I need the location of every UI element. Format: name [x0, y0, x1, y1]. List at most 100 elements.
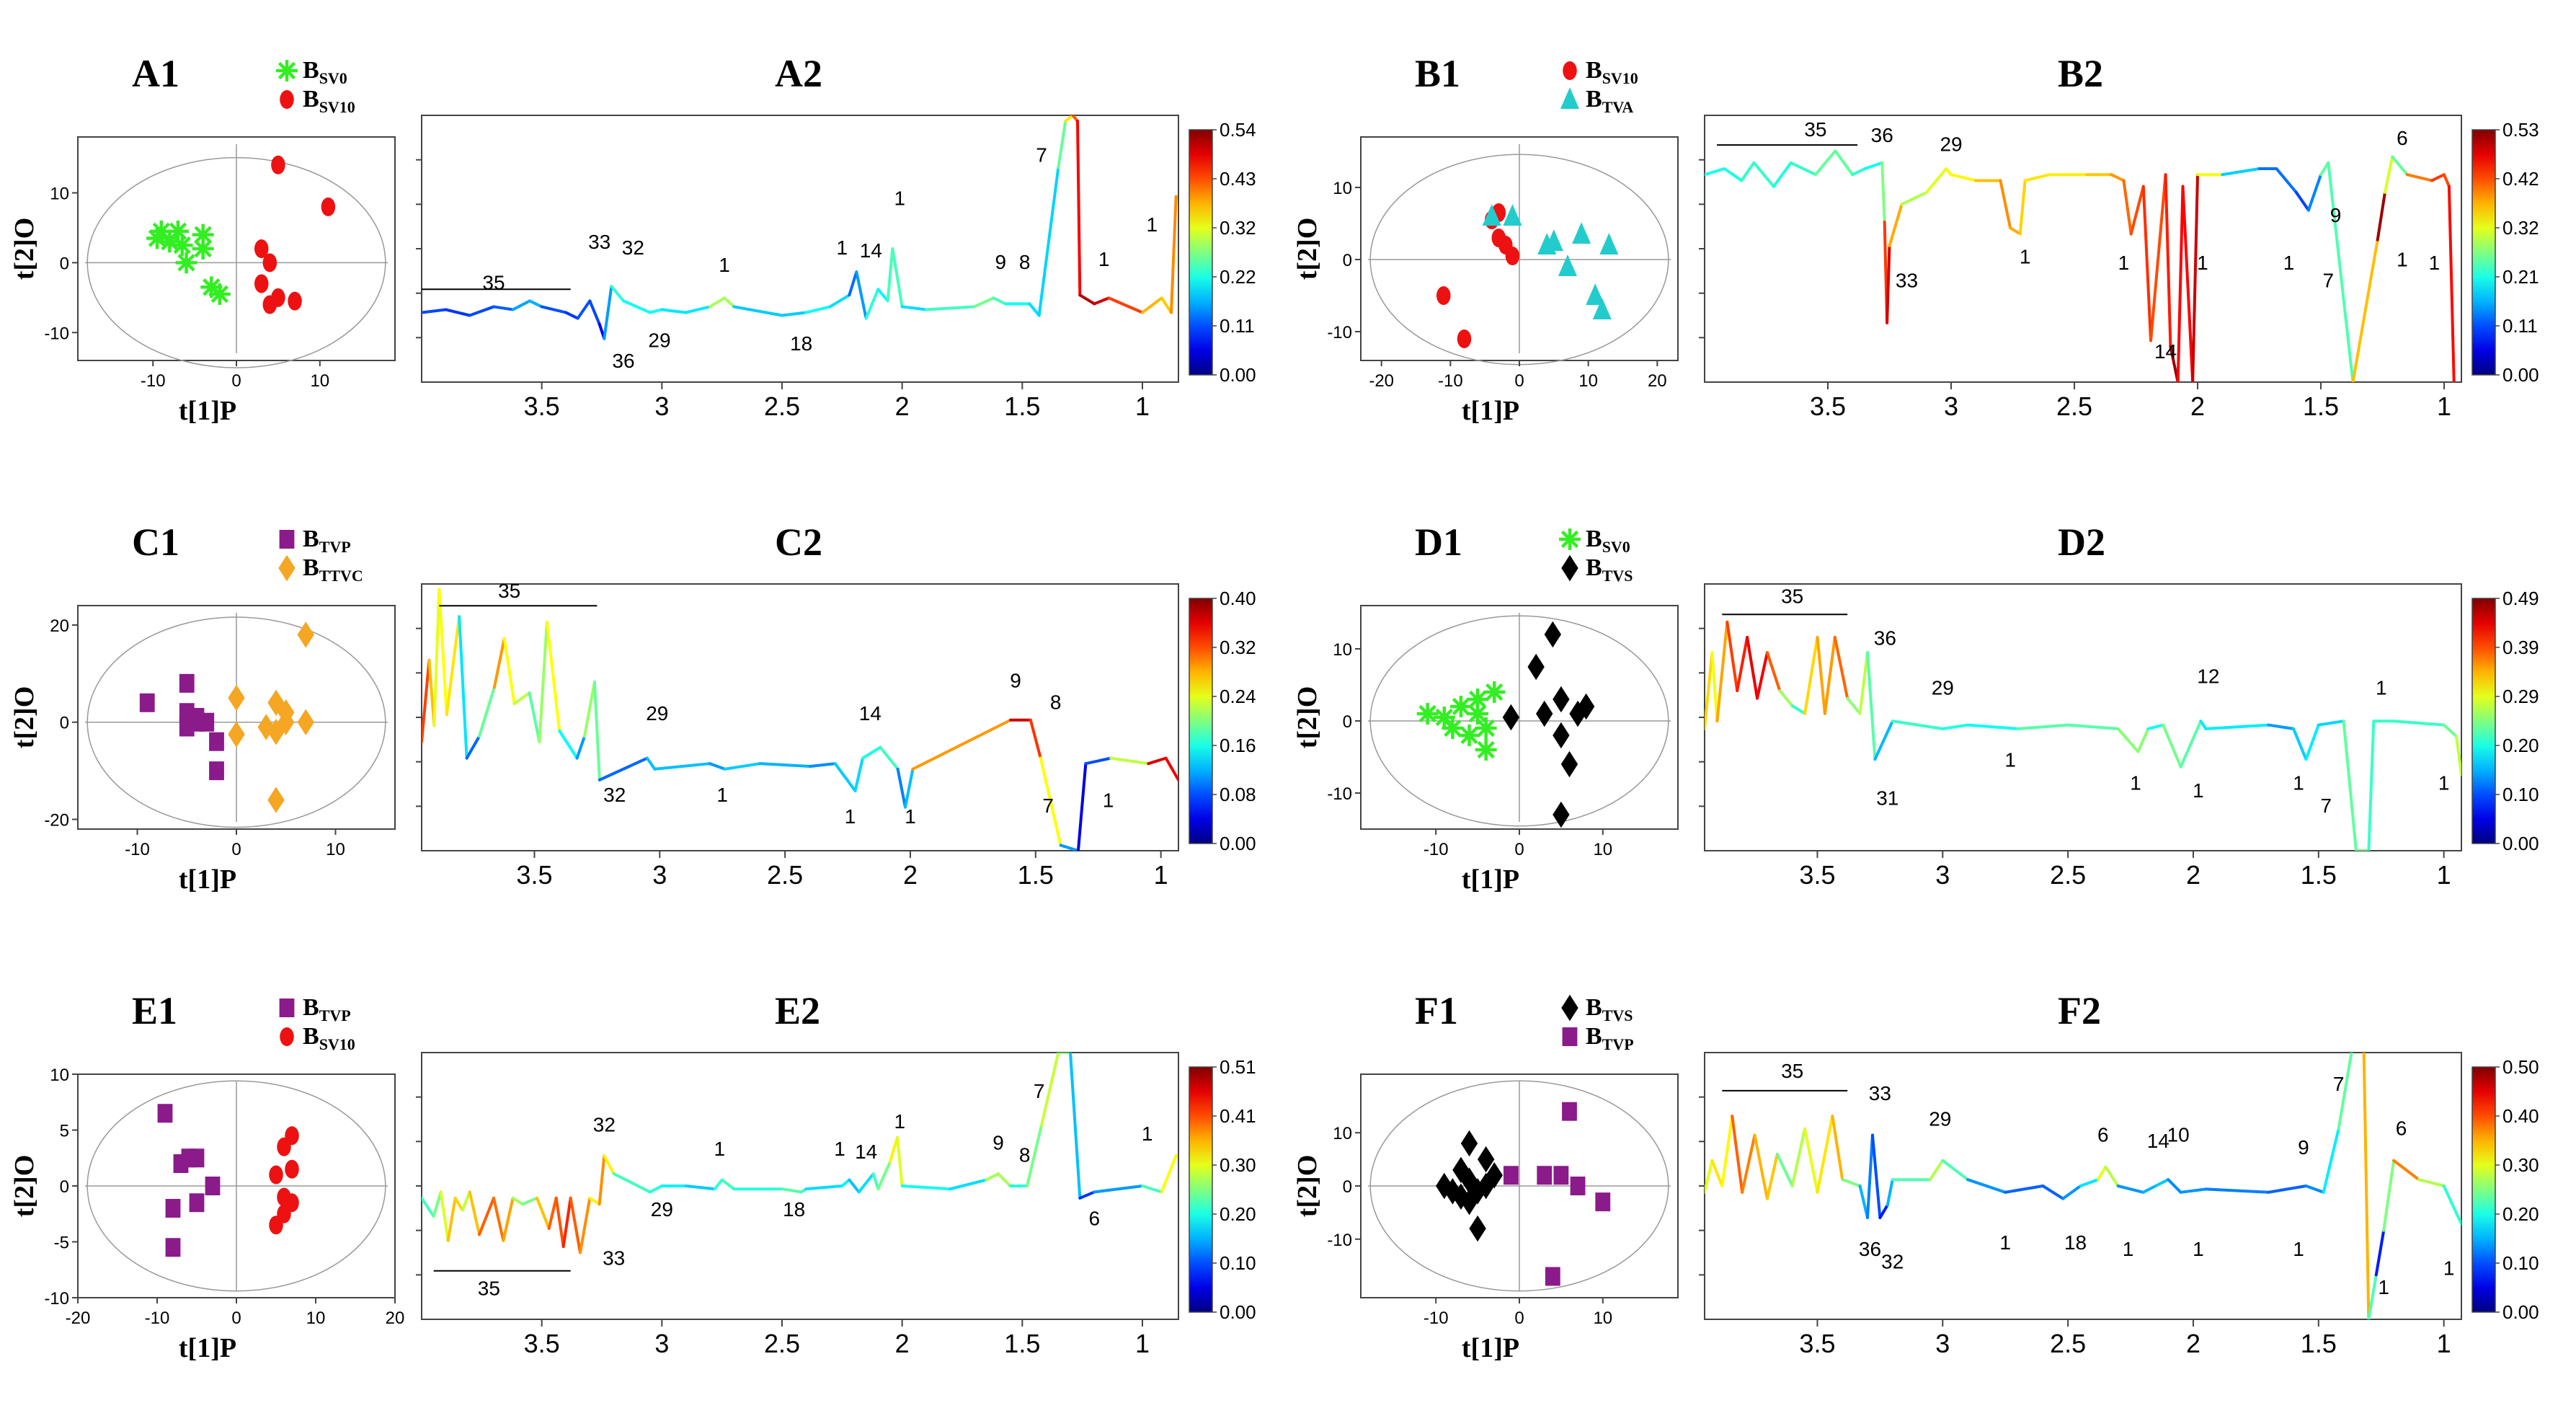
- data-point-sv10: [262, 295, 277, 314]
- spectrum-segment: [896, 767, 907, 809]
- y-axis-label: t[2]O: [1292, 1155, 1323, 1218]
- spectrum-segment: [1078, 293, 1096, 306]
- data-point-tvs: [1553, 686, 1570, 713]
- colorbar-tick-label: 0.00: [1220, 833, 1256, 854]
- spectrum-segment: [1851, 167, 1867, 177]
- peak-annotation: 1: [834, 1138, 845, 1160]
- spectrum-segment: [1846, 696, 1862, 715]
- spectrum-segment: [997, 1172, 1012, 1187]
- spectrum-segment: [1160, 1154, 1178, 1194]
- x-tick-label: 1: [1135, 1329, 1150, 1358]
- y-tick-label: 0: [1343, 1177, 1352, 1197]
- panel-title: F2: [2058, 989, 2101, 1032]
- spectrum-segment: [2167, 1178, 2182, 1194]
- legend-label: BSV10: [1586, 57, 1638, 87]
- legend-marker: [278, 554, 296, 582]
- data-point-tvs: [1444, 1178, 1462, 1205]
- spectrum-segment: [911, 718, 1013, 771]
- spectrum-segment: [622, 299, 652, 314]
- colorbar-tick-label: 0.50: [2502, 1056, 2539, 1078]
- spectrum-segment: [579, 1196, 592, 1254]
- spectrum-segment: [582, 680, 596, 738]
- spectrum-segment: [1878, 1203, 1889, 1220]
- spectrum-segment: [653, 762, 711, 771]
- spectrum-segment: [2176, 185, 2185, 382]
- spectrum-segment: [2442, 723, 2459, 738]
- data-point-sv0: [1433, 707, 1455, 728]
- spectrum-segment: [645, 756, 657, 771]
- spectrum-segment: [468, 305, 495, 317]
- spectrum-segment: [2392, 1159, 2420, 1182]
- data-point-sv10: [254, 274, 269, 293]
- peak-annotation: 1: [1142, 1123, 1153, 1145]
- spectrum-segment: [1141, 296, 1163, 314]
- data-point-sv10: [262, 253, 277, 273]
- spectrum-segment: [547, 1196, 558, 1230]
- colorbar-tick-label: 0.00: [1220, 364, 1256, 386]
- spectrum-segment: [1880, 161, 1886, 223]
- spectrum-segment: [708, 762, 727, 771]
- peak-annotation: 14: [2154, 340, 2177, 363]
- y-tick-label: 0: [1343, 712, 1352, 732]
- spectrum-line: [422, 588, 1178, 851]
- data-point-sv0: [1483, 681, 1506, 703]
- spectrum-line: [422, 1053, 1178, 1254]
- panel-title: A2: [775, 52, 822, 95]
- peak-annotation: 9: [1010, 669, 1021, 691]
- spectrum-segment: [2442, 1185, 2461, 1226]
- spectrum-segment: [1999, 179, 2012, 230]
- peak-annotation: 9: [992, 1132, 1004, 1154]
- colorbar-tick-label: 0.30: [2502, 1154, 2539, 1176]
- peak-annotation: 6: [2097, 1123, 2109, 1146]
- x-tick-label: 2.5: [764, 391, 800, 421]
- spectrum-segment: [876, 1160, 892, 1191]
- peak-annotation: 1: [2197, 252, 2208, 274]
- peak-annotation: 35: [498, 580, 520, 602]
- loading-plot-A2: 35 33 32 36 29 1 18 1 14 1 9 8 7 1 1 3.5 3 2.5 2 1.5 1 0.54 0.…: [416, 115, 1256, 421]
- data-point-sv10: [254, 239, 269, 258]
- spectrum-segment: [2023, 173, 2051, 182]
- data-point-ttvc: [228, 721, 245, 748]
- spectrum-segment: [1037, 166, 1060, 317]
- data-point-tvp: [139, 693, 155, 712]
- x-tick-label: 3.5: [524, 1329, 560, 1358]
- spectrum-segment: [972, 296, 995, 309]
- spectrum-segment: [2304, 1185, 2325, 1194]
- spectrum-segment: [2391, 155, 2409, 177]
- spectrum-segment: [660, 308, 688, 314]
- spectrum-segment: [1109, 756, 1150, 766]
- colorbar-tick-label: 0.11: [1220, 315, 1255, 337]
- spectrum-segment: [603, 285, 613, 340]
- spectrum-segment: [1790, 1127, 1807, 1187]
- x-tick-label: -20: [1369, 371, 1394, 391]
- spectrum-segment: [1863, 161, 1884, 170]
- data-point-tvp: [209, 761, 224, 781]
- spectrum-segment: [432, 1190, 443, 1218]
- data-point-tvs: [1460, 1130, 1478, 1157]
- y-tick-label: 20: [50, 616, 69, 636]
- colorbar-tick-label: 0.43: [1220, 168, 1256, 190]
- legend-marker: [1561, 994, 1578, 1022]
- spectrum-segment: [1886, 1178, 1894, 1207]
- peak-annotation: 1: [2293, 1238, 2304, 1260]
- peak-annotation: 1: [2123, 1238, 2134, 1260]
- legend-label: BTVP: [303, 526, 351, 556]
- spectrum-segment: [575, 735, 586, 760]
- spectrum-segment: [1950, 173, 1978, 182]
- spectrum-segment: [1164, 756, 1178, 782]
- spectrum-segment: [855, 270, 868, 320]
- spectrum-segment: [445, 615, 461, 717]
- x-tick-label: 10: [306, 1309, 326, 1328]
- colorbar-tick-label: 0.54: [1220, 119, 1256, 141]
- x-tick-label: -10: [141, 371, 166, 391]
- x-tick-label: 1.5: [2301, 1329, 2337, 1358]
- spectrum-segment: [857, 1172, 875, 1194]
- spectrum-segment: [1831, 1115, 1844, 1182]
- spectrum-segment: [732, 305, 783, 317]
- spectrum-segment: [861, 745, 882, 760]
- spectrum-segment: [2141, 1185, 2157, 1194]
- spectrum-segment: [1057, 120, 1067, 169]
- spectrum-segment: [1740, 161, 1756, 182]
- colorbar-tick-label: 0.00: [2502, 364, 2539, 386]
- y-tick-label: 0: [60, 714, 69, 733]
